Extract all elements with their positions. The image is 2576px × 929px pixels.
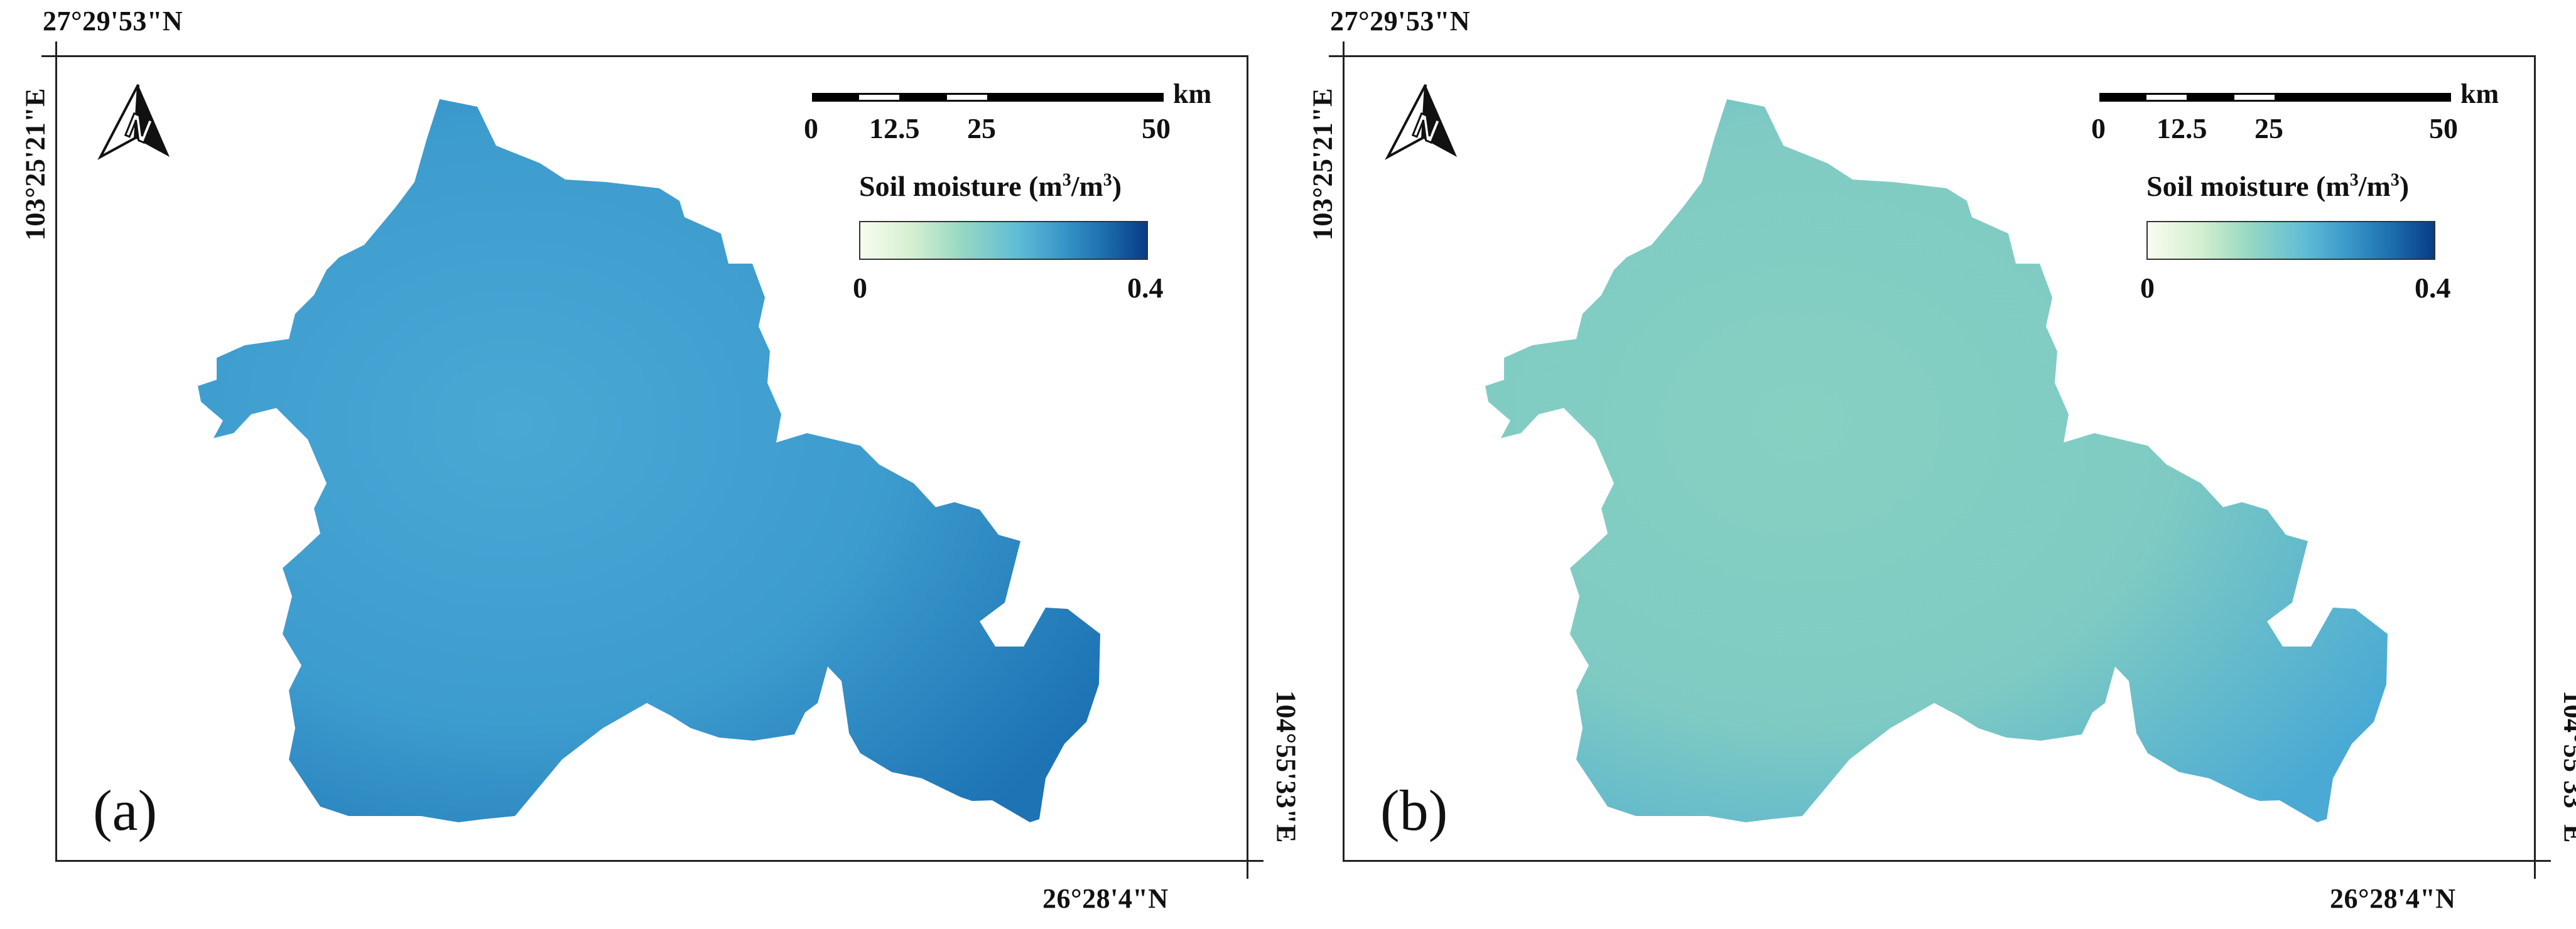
- legend-title: Soil moisture (m3/m3): [859, 170, 1122, 202]
- corner-tick: [1232, 860, 1264, 862]
- map-panel-b: 27°29'53"N 103°25'21"E 26°28'4"N 104°55'…: [1287, 0, 2576, 929]
- left-longitude-label: 103°25'21"E: [1307, 87, 1338, 241]
- scale-tick-label: 50: [2429, 112, 2458, 144]
- scale-tick-label: 12.5: [2157, 112, 2207, 144]
- scale-segment: [2099, 93, 2145, 102]
- scale-tick-label: 25: [2254, 112, 2283, 144]
- top-latitude-label: 27°29'53"N: [1330, 6, 1471, 36]
- scale-segment: [2189, 93, 2232, 102]
- legend-min-label: 0: [2140, 272, 2155, 304]
- corner-tick: [2519, 860, 2551, 862]
- corner-tick: [1329, 55, 1359, 57]
- bottom-latitude-label: 26°28'4"N: [1042, 883, 1169, 914]
- scale-bar: [2099, 93, 2451, 102]
- bottom-latitude-label: 26°28'4"N: [2330, 883, 2456, 914]
- scale-segment: [812, 93, 857, 102]
- scale-segment: [2232, 93, 2276, 102]
- legend-color-ramp: [2146, 221, 2435, 260]
- corner-tick: [1247, 847, 1248, 879]
- corner-tick: [41, 55, 72, 57]
- scale-unit-label: km: [2460, 78, 2499, 109]
- map-panel-a: 27°29'53"N 103°25'21"E 26°28'4"N 104°55'…: [0, 0, 1302, 929]
- legend-title: Soil moisture (m3/m3): [2146, 170, 2410, 202]
- scale-tick-label: 12.5: [869, 112, 920, 144]
- scale-unit-label: km: [1173, 78, 1212, 109]
- scale-segment: [989, 93, 1164, 102]
- legend-max-label: 0.4: [1127, 272, 1164, 304]
- scale-segment: [2145, 93, 2189, 102]
- corner-tick: [2534, 847, 2536, 879]
- scale-tick-label: 0: [2091, 112, 2106, 144]
- scale-bar: [812, 93, 1164, 102]
- north-arrow-icon: N: [1385, 84, 1457, 160]
- scale-segment: [857, 93, 901, 102]
- panel-label: (b): [1380, 778, 1448, 842]
- scale-tick-label: 0: [804, 112, 818, 144]
- legend-min-label: 0: [853, 272, 867, 304]
- scale-tick-label: 50: [1142, 112, 1171, 144]
- legend-max-label: 0.4: [2415, 272, 2451, 304]
- scale-segment: [901, 93, 945, 102]
- scale-tick-label: 25: [967, 112, 996, 144]
- scale-segment: [2276, 93, 2451, 102]
- map-frame: [1343, 55, 2536, 862]
- map-frame: [55, 55, 1248, 862]
- scale-segment: [945, 93, 989, 102]
- top-latitude-label: 27°29'53"N: [43, 6, 183, 36]
- north-arrow-icon: N: [97, 84, 170, 160]
- right-longitude-label: 104°55'33"E: [2558, 690, 2576, 844]
- left-longitude-label: 103°25'21"E: [19, 87, 51, 241]
- legend-color-ramp: [859, 221, 1148, 260]
- panel-label: (a): [93, 778, 158, 842]
